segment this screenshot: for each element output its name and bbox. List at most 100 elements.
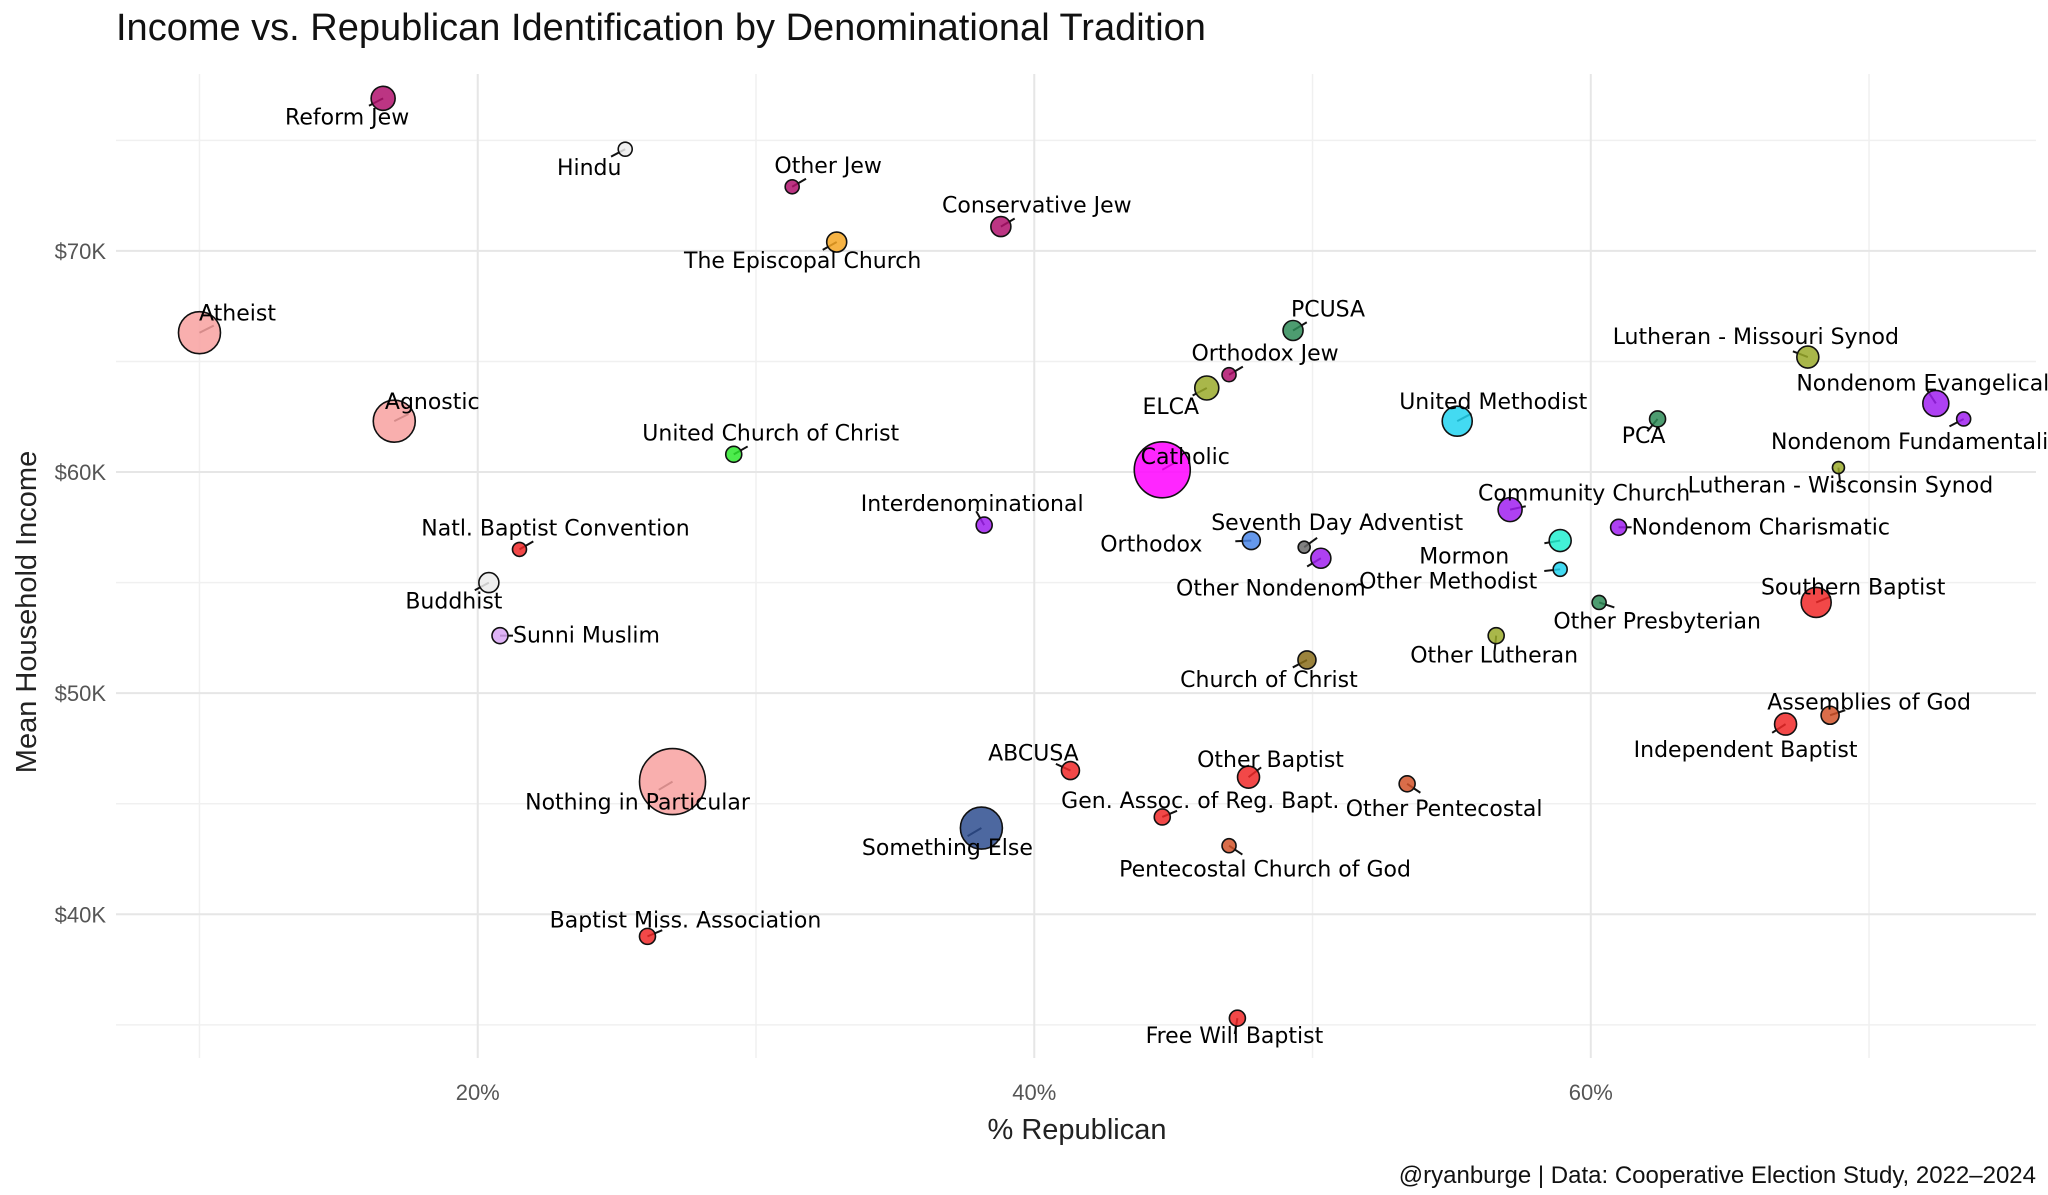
point-label: ABCUSA <box>988 742 1079 767</box>
point-label: United Methodist <box>1399 390 1587 415</box>
data-point <box>1831 460 1846 475</box>
point-label: Buddhist <box>405 590 502 615</box>
point-label: Nothing in Particular <box>525 791 751 816</box>
point-label: Other Pentecostal <box>1346 797 1543 822</box>
point-label: Church of Christ <box>1180 668 1358 693</box>
data-point <box>990 215 1012 238</box>
point-label: Natl. Baptist Convention <box>421 516 689 541</box>
data-point <box>491 626 509 645</box>
data-point <box>372 399 417 443</box>
data-point <box>1820 705 1840 726</box>
point-label: Nondenom Evangelical <box>1796 371 2048 396</box>
point-label: Other Nondenom <box>1176 576 1366 601</box>
data-point <box>1591 594 1607 611</box>
point-label: Independent Baptist <box>1634 738 1858 763</box>
data-point <box>1497 496 1523 523</box>
point-label: Orthodox <box>1100 533 1202 558</box>
data-point <box>1241 530 1262 551</box>
label-leaders <box>199 97 1965 1035</box>
data-point <box>784 178 800 195</box>
data-point <box>511 541 528 558</box>
data-points <box>177 85 1972 1027</box>
data-point <box>1609 518 1628 537</box>
point-label: Other Methodist <box>1359 569 1538 594</box>
data-point <box>370 85 396 112</box>
point-label: Pentecostal Church of God <box>1119 858 1411 883</box>
point-label: Seventh Day Adventist <box>1211 511 1463 536</box>
point-label: Assemblies of God <box>1767 690 1971 715</box>
data-point <box>1552 561 1568 578</box>
data-point <box>1221 366 1237 383</box>
point-label: Lutheran - Missouri Synod <box>1613 325 1899 350</box>
point-label: Agnostic <box>385 390 480 415</box>
x-tick-label: 20% <box>456 1080 500 1105</box>
point-label: PCA <box>1622 424 1666 449</box>
data-point <box>1297 650 1317 670</box>
point-label: United Church of Christ <box>642 421 899 446</box>
point-label: Conservative Jew <box>942 194 1132 219</box>
point-label: Something Else <box>862 836 1033 861</box>
data-point <box>975 516 993 534</box>
data-point <box>638 927 657 946</box>
point-label: Nondenom Charismatic <box>1632 515 1890 540</box>
data-point <box>1297 540 1311 555</box>
point-label: Interdenominational <box>861 492 1084 517</box>
data-point <box>1800 586 1832 619</box>
point-label: Baptist Miss. Association <box>550 908 822 933</box>
chart-title: Income vs. Republican Identification by … <box>116 7 1206 49</box>
data-point <box>478 571 500 594</box>
point-label: Free Will Baptist <box>1146 1024 1324 1049</box>
y-tick-label: $70K <box>55 239 107 264</box>
data-point <box>1236 765 1261 789</box>
point-label: Mormon <box>1419 545 1509 570</box>
data-point <box>1060 760 1081 781</box>
data-point <box>1310 547 1332 570</box>
data-point <box>1796 345 1820 369</box>
point-label: Other Baptist <box>1197 748 1344 773</box>
point-label: ELCA <box>1142 395 1199 420</box>
point-label: Gen. Assoc. of Reg. Bapt. <box>1061 789 1339 814</box>
y-tick-label: $60K <box>55 460 107 485</box>
point-label: Hindu <box>557 156 622 181</box>
point-label: Orthodox Jew <box>1191 342 1338 367</box>
x-tick-label: 60% <box>1569 1080 1613 1105</box>
data-point <box>1648 410 1667 428</box>
data-point <box>1228 1009 1247 1027</box>
data-point <box>1773 712 1798 736</box>
data-point <box>638 747 707 816</box>
data-point <box>1955 411 1972 427</box>
data-point <box>1441 405 1474 437</box>
caption: @ryanburge | Data: Cooperative Election … <box>1399 1162 2036 1189</box>
data-point <box>1398 775 1416 793</box>
point-label: Reform Jew <box>285 105 409 130</box>
data-point <box>1193 375 1220 401</box>
point-labels: Reform Jew Hindu Other Jew Conservative Jew… <box>199 105 2048 1049</box>
data-point <box>959 806 1004 850</box>
point-label: Other Jew <box>774 154 881 179</box>
point-label: The Episcopal Church <box>683 249 921 274</box>
axis-ticks: 20% 40% 60% $40K $50K $60K $70K <box>55 239 1613 1105</box>
point-label: PCUSA <box>1291 298 1365 323</box>
point-label: Lutheran - Wisconsin Synod <box>1688 474 1994 499</box>
y-tick-label: $50K <box>55 681 107 706</box>
point-label: Atheist <box>199 302 276 327</box>
data-point <box>825 231 848 253</box>
data-point <box>1487 626 1505 645</box>
data-point <box>1282 319 1304 342</box>
data-point <box>177 310 222 355</box>
point-label: Other Lutheran <box>1410 644 1578 669</box>
gridlines <box>116 74 2036 1058</box>
point-label: Other Presbyterian <box>1553 609 1761 634</box>
data-point <box>1133 441 1192 499</box>
data-point <box>1548 528 1572 553</box>
data-point <box>724 445 743 464</box>
data-point <box>1153 808 1172 826</box>
x-tick-label: 40% <box>1012 1080 1056 1105</box>
point-label: Sunni Muslim <box>513 624 660 649</box>
x-axis-title: % Republican <box>988 1114 1167 1146</box>
y-tick-label: $40K <box>55 902 107 927</box>
point-label: Catholic <box>1141 445 1230 470</box>
y-axis-title: Mean Household Income <box>11 451 43 773</box>
data-point <box>1922 389 1950 418</box>
